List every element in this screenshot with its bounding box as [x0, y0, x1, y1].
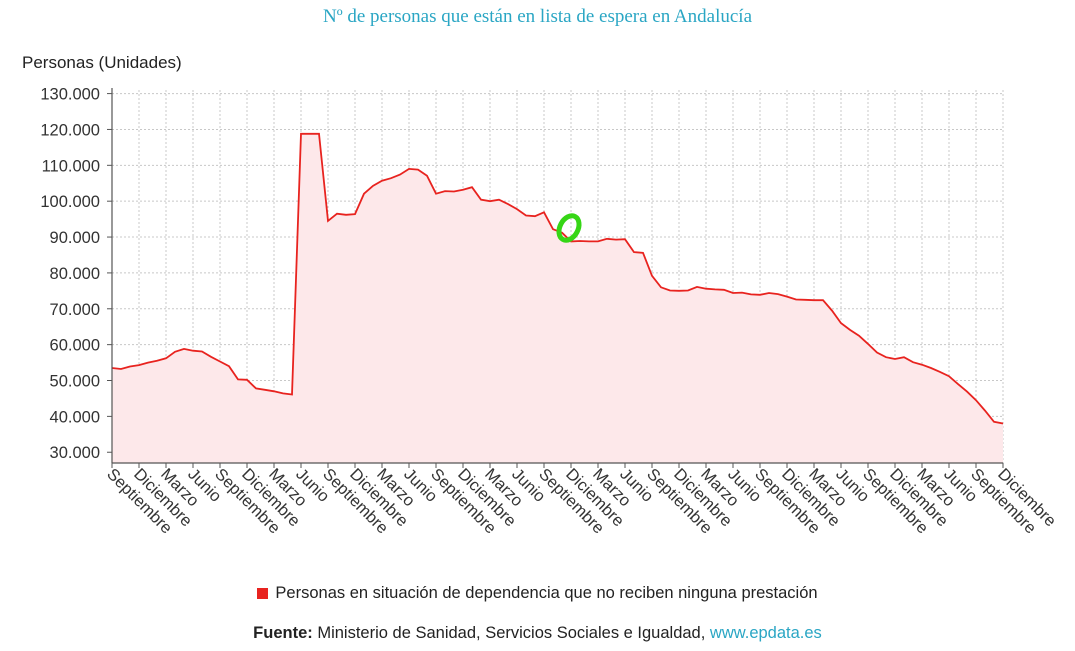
highlight-annotation: [556, 213, 582, 243]
y-tick-label: 90.000: [50, 229, 100, 247]
y-tick-label: 120.000: [40, 121, 100, 139]
legend-swatch: [257, 588, 269, 599]
y-tick-label: 110.000: [42, 157, 100, 175]
y-tick-label: 50.000: [50, 373, 100, 391]
y-tick-labels: 30.000 40.000 50.000 60.000 70.000 80.000 90.0…: [40, 86, 112, 462]
series-area-fill: [112, 133, 1003, 464]
y-tick-label: 30.000: [50, 444, 100, 462]
source-label: Fuente:: [253, 624, 313, 642]
legend: Personas en situación de dependencia que…: [0, 584, 1075, 603]
source-credit: Fuente: Ministerio de Sanidad, Servicios…: [0, 624, 1075, 643]
x-tick-labels: SeptiembreDiciembreMarzoJunioSeptiembreD…: [103, 463, 1059, 538]
y-tick-label: 60.000: [50, 337, 100, 355]
source-link[interactable]: www.epdata.es: [709, 624, 822, 642]
legend-label: Personas en situación de dependencia que…: [275, 584, 818, 602]
y-tick-label: 40.000: [50, 408, 100, 426]
y-axis-label: Personas (Unidades): [22, 53, 182, 72]
y-tick-label: 80.000: [50, 265, 100, 283]
y-tick-label: 70.000: [50, 301, 100, 319]
chart-title: Nº de personas que están en lista de esp…: [322, 6, 752, 27]
area-chart: 30.000 40.000 50.000 60.000 70.000 80.000 90.0…: [40, 86, 1059, 538]
source-text: Ministerio de Sanidad, Servicios Sociale…: [312, 624, 710, 642]
axes: [111, 88, 1003, 464]
y-tick-label: 100.000: [40, 193, 100, 211]
y-tick-label: 130.000: [40, 86, 100, 104]
